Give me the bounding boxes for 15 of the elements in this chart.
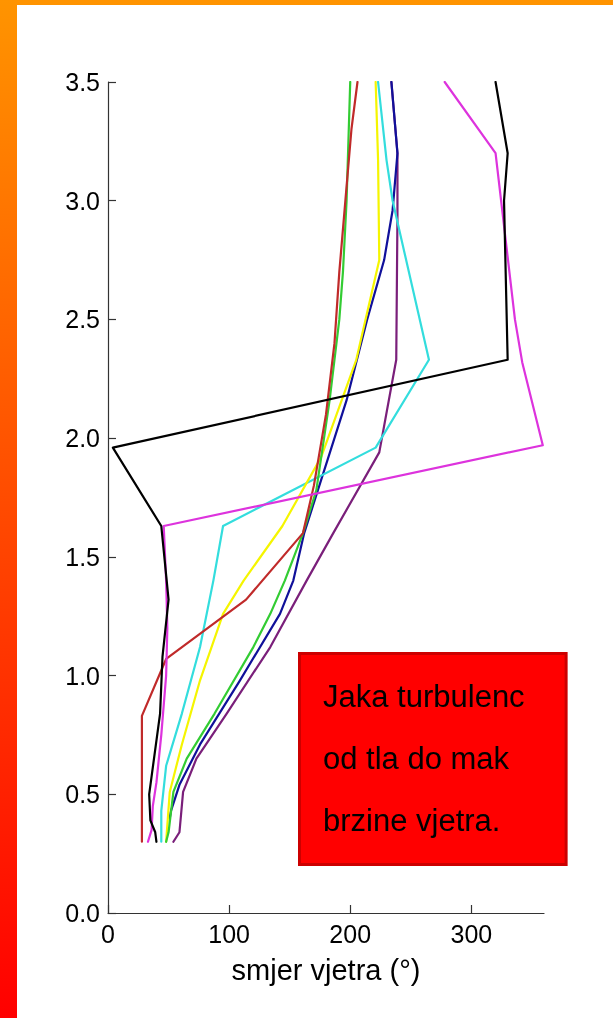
x-tick-label: 0 — [101, 919, 115, 948]
x-tick-label: 200 — [329, 919, 372, 948]
line-series — [146, 80, 544, 843]
x-tick-label: 100 — [208, 919, 250, 948]
y-tick-label: 1.5 — [65, 542, 100, 571]
x-axis-title: smjer vjetra (°) — [231, 953, 421, 986]
y-tick-label: 3.0 — [65, 186, 100, 215]
y-tick-label: 0.5 — [65, 780, 100, 809]
y-tick-label: 1.0 — [65, 661, 100, 690]
y-tick-label: 3.5 — [65, 68, 100, 96]
annotation: Jaka turbulenc od tla do mak brzine vjetra. — [323, 678, 525, 838]
x-tick-label: 300 — [450, 919, 493, 948]
y-tick-label: 0.0 — [65, 899, 100, 927]
y-tick-label: 2.0 — [65, 424, 100, 453]
y-tick-label: 2.5 — [65, 305, 100, 334]
